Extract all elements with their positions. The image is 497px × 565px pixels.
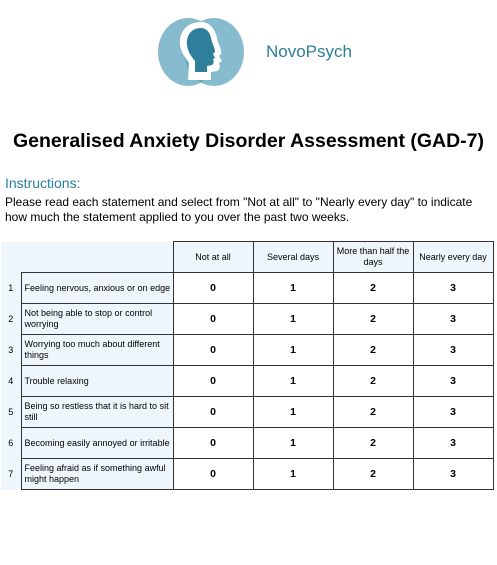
score-option[interactable]: 2	[332, 365, 414, 397]
score-option[interactable]: 2	[332, 334, 414, 366]
column-header-more-than-half: More than half the days	[332, 241, 414, 273]
item-number: 1	[1, 272, 21, 304]
item-number: 4	[1, 365, 21, 397]
score-option[interactable]: 0	[172, 396, 254, 428]
item-number: 6	[1, 427, 21, 459]
score-option[interactable]: 1	[252, 365, 334, 397]
score-option[interactable]: 2	[332, 396, 414, 428]
item-question: Being so restless that it is hard to sit…	[20, 396, 174, 428]
score-option[interactable]: 1	[252, 303, 334, 335]
table-row: 1 Feeling nervous, anxious or on edge 0 …	[1, 272, 494, 304]
header-blank-cell	[1, 241, 173, 273]
score-option[interactable]: 3	[412, 334, 494, 366]
score-option[interactable]: 3	[412, 427, 494, 459]
score-option[interactable]: 1	[252, 334, 334, 366]
item-question: Trouble relaxing	[20, 365, 174, 397]
item-number: 2	[1, 303, 21, 335]
instructions-text: Please read each statement and select fr…	[5, 195, 473, 224]
table-row: 7 Feeling afraid as if something awful m…	[1, 458, 494, 490]
score-option[interactable]: 3	[412, 458, 494, 490]
item-question: Worrying too much about different things	[20, 334, 174, 366]
score-option[interactable]: 1	[252, 458, 334, 490]
table-row: 5 Being so restless that it is hard to s…	[1, 396, 494, 428]
score-option[interactable]: 2	[332, 303, 414, 335]
item-question: Becoming easily annoyed or irritable	[20, 427, 174, 459]
score-option[interactable]: 0	[172, 272, 254, 304]
score-option[interactable]: 2	[332, 272, 414, 304]
head-logo-icon	[158, 18, 244, 86]
table-row: 2 Not being able to stop or control worr…	[1, 303, 494, 335]
score-option[interactable]: 2	[332, 427, 414, 459]
item-number: 7	[1, 458, 21, 490]
score-option[interactable]: 1	[252, 272, 334, 304]
score-option[interactable]: 3	[412, 303, 494, 335]
brand-name: NovoPsych	[266, 42, 352, 61]
item-number: 5	[1, 396, 21, 428]
table-row: 4 Trouble relaxing 0 1 2 3	[1, 365, 494, 397]
score-option[interactable]: 0	[172, 427, 254, 459]
score-option[interactable]: 0	[172, 458, 254, 490]
score-option[interactable]: 2	[332, 458, 414, 490]
score-option[interactable]: 3	[412, 365, 494, 397]
score-option[interactable]: 1	[252, 427, 334, 459]
item-question: Feeling afraid as if something awful mig…	[20, 458, 174, 490]
table-header-row: Not at all Several days More than half t…	[1, 241, 494, 273]
item-number: 3	[1, 334, 21, 366]
column-header-nearly-every-day: Nearly every day	[412, 241, 494, 273]
score-option[interactable]: 0	[172, 334, 254, 366]
instructions-heading: Instructions:	[5, 175, 81, 191]
score-option[interactable]: 1	[252, 396, 334, 428]
score-option[interactable]: 3	[412, 272, 494, 304]
score-option[interactable]: 0	[172, 303, 254, 335]
item-question: Feeling nervous, anxious or on edge	[20, 272, 174, 304]
score-option[interactable]: 3	[412, 396, 494, 428]
page-title: Generalised Anxiety Disorder Assessment …	[12, 130, 485, 152]
novopsych-logo	[155, 8, 247, 92]
column-header-several-days: Several days	[252, 241, 334, 273]
table-row: 3 Worrying too much about different thin…	[1, 334, 494, 366]
table-row: 6 Becoming easily annoyed or irritable 0…	[1, 427, 494, 459]
gad7-table: Not at all Several days More than half t…	[1, 241, 494, 490]
item-question: Not being able to stop or control worryi…	[20, 303, 174, 335]
column-header-not-at-all: Not at all	[172, 241, 254, 273]
score-option[interactable]: 0	[172, 365, 254, 397]
